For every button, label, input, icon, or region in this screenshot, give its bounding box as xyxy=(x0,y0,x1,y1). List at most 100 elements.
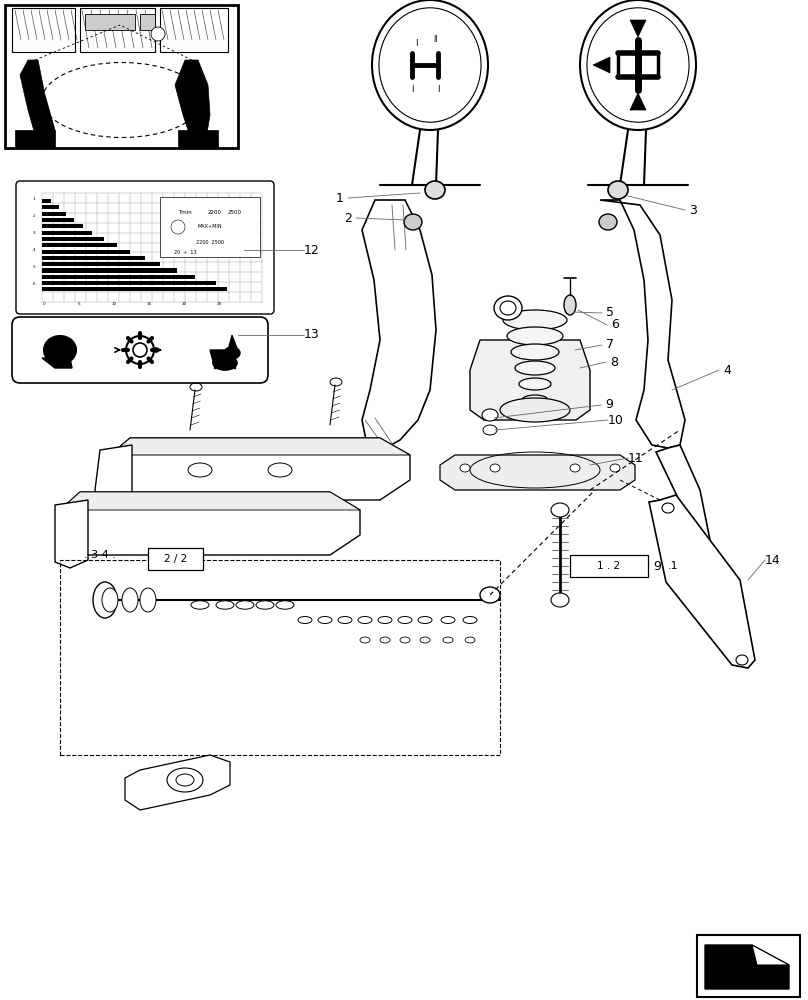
Text: 4: 4 xyxy=(723,363,731,376)
Ellipse shape xyxy=(372,0,488,130)
Polygon shape xyxy=(470,340,590,420)
Text: 6: 6 xyxy=(32,282,36,286)
Polygon shape xyxy=(593,57,610,73)
Bar xyxy=(42,205,59,209)
Polygon shape xyxy=(20,60,55,145)
Polygon shape xyxy=(440,455,635,490)
Ellipse shape xyxy=(404,214,422,230)
Ellipse shape xyxy=(378,616,392,624)
Polygon shape xyxy=(178,130,218,148)
Ellipse shape xyxy=(338,616,352,624)
Text: 13: 13 xyxy=(304,328,320,342)
Text: 7: 7 xyxy=(606,338,614,352)
Text: I: I xyxy=(437,86,440,95)
Bar xyxy=(42,281,216,285)
Bar xyxy=(570,555,648,577)
Ellipse shape xyxy=(507,327,563,345)
Text: .1: .1 xyxy=(667,561,678,571)
Ellipse shape xyxy=(490,464,500,472)
Ellipse shape xyxy=(93,582,117,618)
Text: 12: 12 xyxy=(304,243,320,256)
Ellipse shape xyxy=(236,601,254,609)
Polygon shape xyxy=(228,335,237,350)
Ellipse shape xyxy=(276,601,294,609)
Ellipse shape xyxy=(443,637,453,643)
Ellipse shape xyxy=(102,588,118,612)
Ellipse shape xyxy=(420,637,430,643)
Text: 20: 20 xyxy=(181,302,187,306)
Text: Tmin: Tmin xyxy=(178,210,191,215)
Ellipse shape xyxy=(463,616,477,624)
Polygon shape xyxy=(85,14,135,30)
Text: I: I xyxy=(410,86,413,95)
Ellipse shape xyxy=(500,301,516,315)
Ellipse shape xyxy=(441,616,455,624)
Ellipse shape xyxy=(610,464,620,472)
Ellipse shape xyxy=(465,637,475,643)
Bar xyxy=(42,218,74,222)
Text: 11: 11 xyxy=(628,452,644,464)
Polygon shape xyxy=(140,14,155,30)
Ellipse shape xyxy=(213,356,237,370)
Text: 0: 0 xyxy=(43,302,45,306)
Ellipse shape xyxy=(519,378,551,390)
Text: . 3 4 .: . 3 4 . xyxy=(84,550,116,560)
Text: 2 / 2: 2 / 2 xyxy=(164,554,187,564)
Bar xyxy=(148,548,203,570)
Polygon shape xyxy=(656,445,710,548)
Polygon shape xyxy=(362,200,436,450)
Bar xyxy=(42,212,66,216)
Polygon shape xyxy=(60,492,360,510)
Polygon shape xyxy=(55,500,88,568)
Ellipse shape xyxy=(522,395,548,405)
Ellipse shape xyxy=(126,336,154,364)
Ellipse shape xyxy=(379,8,481,122)
Text: 2200: 2200 xyxy=(208,210,222,215)
Ellipse shape xyxy=(140,588,156,612)
Bar xyxy=(42,249,130,254)
Text: 5: 5 xyxy=(78,302,80,306)
Polygon shape xyxy=(630,20,646,37)
Ellipse shape xyxy=(564,295,576,315)
Text: 25: 25 xyxy=(217,302,221,306)
Ellipse shape xyxy=(171,220,185,234)
Bar xyxy=(697,935,800,997)
Bar xyxy=(42,287,227,291)
Bar xyxy=(42,237,103,241)
Text: 2: 2 xyxy=(32,214,36,218)
Ellipse shape xyxy=(298,616,312,624)
Ellipse shape xyxy=(599,214,617,230)
Text: II: II xyxy=(433,35,437,44)
Text: I: I xyxy=(415,38,417,47)
Ellipse shape xyxy=(425,181,445,199)
Bar xyxy=(60,560,500,755)
Ellipse shape xyxy=(358,616,372,624)
Ellipse shape xyxy=(224,347,240,359)
Polygon shape xyxy=(15,130,55,148)
Ellipse shape xyxy=(460,464,470,472)
Polygon shape xyxy=(110,438,410,500)
Polygon shape xyxy=(42,358,72,368)
Polygon shape xyxy=(630,93,646,110)
Text: 2200  2500: 2200 2500 xyxy=(196,239,224,244)
Text: 3: 3 xyxy=(689,204,697,217)
Ellipse shape xyxy=(482,409,498,421)
Ellipse shape xyxy=(483,425,497,435)
Polygon shape xyxy=(705,945,789,989)
Ellipse shape xyxy=(608,181,628,199)
Ellipse shape xyxy=(551,503,569,517)
Ellipse shape xyxy=(580,0,696,130)
Bar xyxy=(42,275,196,279)
Text: 14: 14 xyxy=(765,554,781,566)
Text: 5: 5 xyxy=(32,265,36,269)
Bar xyxy=(42,199,52,203)
Ellipse shape xyxy=(551,593,569,607)
Bar xyxy=(42,243,117,247)
Ellipse shape xyxy=(216,601,234,609)
Ellipse shape xyxy=(418,616,432,624)
Polygon shape xyxy=(60,492,360,555)
Ellipse shape xyxy=(256,601,274,609)
Text: 10: 10 xyxy=(112,302,116,306)
Text: 1 . 2: 1 . 2 xyxy=(597,561,621,571)
Ellipse shape xyxy=(398,616,412,624)
